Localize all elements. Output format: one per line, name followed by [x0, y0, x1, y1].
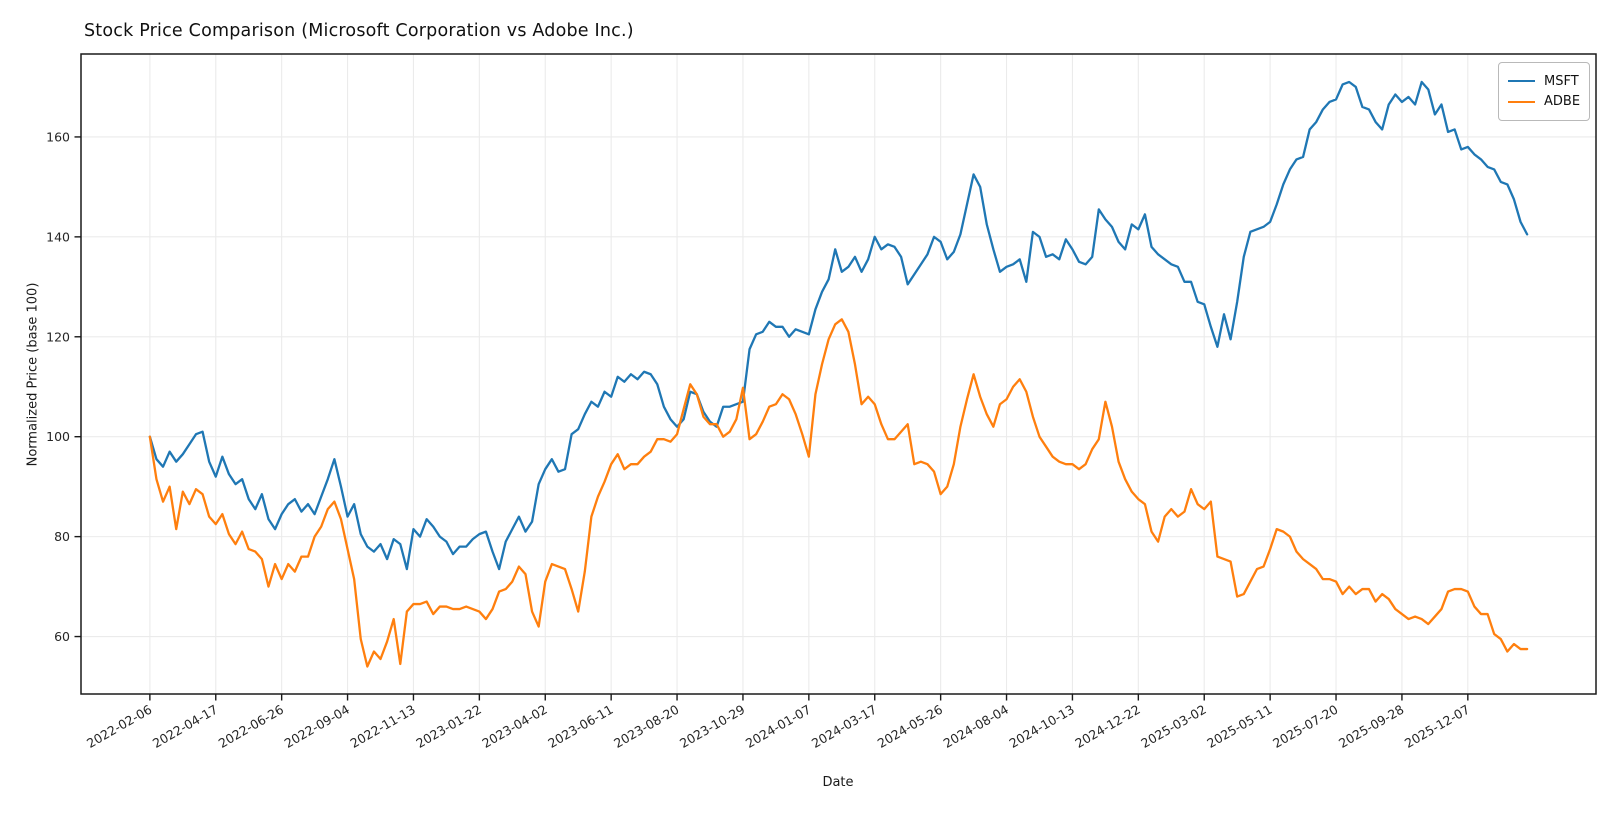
y-tick-label: 120 [46, 329, 70, 344]
legend-label-msft: MSFT [1544, 73, 1579, 89]
x-tick-label: 2025-05-11 [1204, 702, 1274, 751]
y-tick-label: 100 [46, 429, 70, 444]
x-tick-label: 2024-12-22 [1072, 702, 1142, 751]
y-tick-label: 80 [54, 529, 70, 544]
x-tick-label: 2022-06-26 [216, 702, 286, 751]
x-tick-label: 2024-01-07 [743, 702, 813, 751]
x-tick-label: 2022-04-17 [150, 702, 220, 751]
x-tick-label: 2024-05-26 [875, 702, 945, 751]
x-axis-title: Date [822, 775, 854, 790]
x-tick-label: 2024-08-04 [941, 702, 1011, 751]
x-tick-label: 2023-06-11 [545, 702, 615, 751]
y-tick-label: 160 [46, 129, 70, 144]
y-tick-label: 60 [54, 629, 70, 644]
y-axis-title: Normalized Price (base 100) [25, 282, 41, 467]
x-tick-label: 2025-12-07 [1402, 702, 1472, 751]
x-tick-label: 2023-08-20 [611, 702, 681, 751]
x-tick-label: 2025-07-20 [1270, 702, 1340, 751]
series-line-msft [148, 80, 1529, 571]
x-tick-label: 2023-04-02 [479, 702, 549, 751]
x-tick-label: 2024-03-17 [809, 702, 879, 751]
y-tick-label: 140 [46, 229, 70, 244]
legend-item-msft: MSFT [1508, 75, 1580, 88]
legend: MSFT ADBE [1498, 62, 1590, 121]
x-tick-label: 2025-03-02 [1138, 702, 1208, 751]
x-tick-label: 2023-10-29 [677, 702, 747, 751]
x-tick-label: 2022-11-13 [348, 702, 418, 751]
x-tick-label: 2024-10-13 [1007, 702, 1077, 751]
x-tick-label: 2022-02-06 [84, 702, 154, 751]
x-tick-label: 2023-01-22 [413, 702, 483, 751]
series-line-adbe [148, 318, 1529, 668]
chart-title: Stock Price Comparison (Microsoft Corpor… [84, 21, 634, 41]
x-tick-label: 2025-09-28 [1336, 702, 1406, 751]
msft-line-sample [1508, 80, 1535, 83]
plot-border [80, 53, 1597, 695]
legend-label-adbe: ADBE [1544, 94, 1581, 110]
x-tick-label: 2022-09-04 [282, 702, 352, 751]
legend-item-adbe: ADBE [1508, 95, 1580, 108]
adbe-line-sample [1508, 100, 1535, 103]
